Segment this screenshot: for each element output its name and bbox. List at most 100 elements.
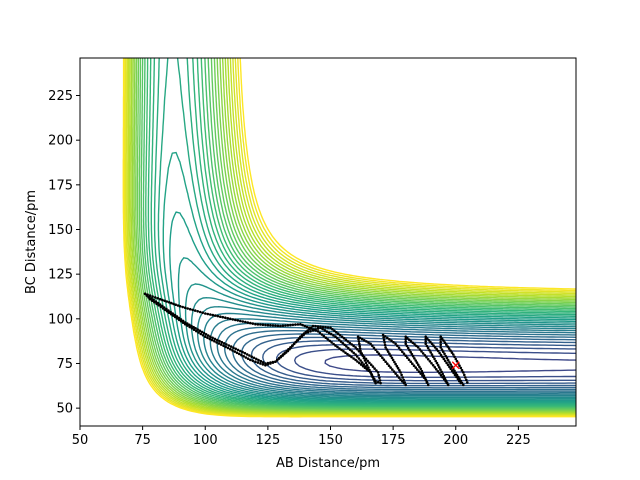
trajectory-point <box>311 329 315 332</box>
trajectory-point <box>289 323 292 327</box>
trajectory-point <box>276 324 280 328</box>
trajectory-point <box>209 313 212 316</box>
trajectory-point <box>244 356 248 359</box>
x-tick-label: 50 <box>72 433 89 448</box>
contour-level <box>145 58 576 408</box>
trajectory-point <box>350 355 353 359</box>
trajectory-point <box>442 357 446 361</box>
trajectory-point <box>401 376 405 379</box>
contour-level <box>203 312 576 397</box>
trajectory-point <box>408 348 411 352</box>
trajectory-point <box>424 342 428 346</box>
trajectory-point <box>441 372 445 376</box>
y-tick-label: 200 <box>48 134 73 149</box>
trajectory-point <box>359 359 362 362</box>
trajectory-point <box>438 351 441 355</box>
trajectory-point <box>259 323 262 326</box>
trajectory-point <box>222 342 226 345</box>
trajectory-point <box>371 344 374 348</box>
trajectory-point <box>419 367 423 371</box>
contour-level <box>190 297 576 399</box>
end-marker <box>451 361 460 370</box>
trajectory-point <box>402 352 406 356</box>
trajectory-point <box>450 365 454 369</box>
trajectory-point <box>372 377 375 381</box>
trajectory-point <box>384 346 387 349</box>
trajectory-point <box>198 310 202 314</box>
trajectory-point <box>343 343 346 347</box>
trajectory-point <box>453 369 456 373</box>
trajectory-point <box>306 330 310 334</box>
trajectory-point <box>231 318 235 321</box>
trajectory-point <box>450 369 454 373</box>
trajectory-point <box>359 363 363 366</box>
trajectory-point <box>336 337 339 340</box>
trajectory-point <box>326 338 330 341</box>
trajectory-point <box>407 358 411 362</box>
trajectory-point <box>377 373 381 377</box>
trajectory-point <box>455 373 459 377</box>
trajectory-point <box>412 364 416 368</box>
x-tick-label: 125 <box>255 433 280 448</box>
contour-level <box>184 283 576 400</box>
trajectory-point <box>277 356 281 360</box>
trajectory-point <box>439 335 443 339</box>
trajectory-point <box>435 361 439 365</box>
trajectory-point <box>348 354 351 357</box>
trajectory-point <box>215 338 219 342</box>
trajectory-point <box>314 328 317 331</box>
trajectory-point <box>227 344 231 347</box>
trajectory-point <box>336 332 340 336</box>
trajectory-point <box>427 339 431 342</box>
trajectory-point <box>261 361 265 364</box>
y-axis-ticks: 50 75 100 125 150 175 200 225 <box>48 89 80 417</box>
trajectory-point <box>406 346 410 350</box>
trajectory-point <box>457 375 460 379</box>
trajectory-point <box>376 380 380 384</box>
trajectory-point <box>448 365 451 369</box>
trajectory-point <box>342 350 345 353</box>
trajectory-point <box>264 323 267 327</box>
trajectory-point <box>292 342 296 346</box>
trajectory-point <box>329 326 332 330</box>
trajectory-point <box>346 340 350 343</box>
trajectory-point <box>460 381 464 385</box>
trajectory-point <box>446 363 450 367</box>
trajectory-point <box>337 338 341 342</box>
contour-level <box>209 318 576 395</box>
trajectory-point <box>452 353 455 356</box>
trajectory-point <box>417 370 421 373</box>
trajectory-point <box>438 372 441 375</box>
trajectory-point <box>152 298 155 302</box>
trajectory-point <box>381 356 384 360</box>
trajectory-point <box>391 358 395 362</box>
trajectory-point <box>336 345 339 349</box>
trajectory-point <box>206 336 209 340</box>
trajectory-point <box>359 349 362 353</box>
trajectory-point <box>356 335 360 339</box>
trajectory-point <box>449 363 453 366</box>
trajectory-point <box>403 381 407 384</box>
trajectory-point <box>344 351 347 355</box>
trajectory-point <box>283 351 287 355</box>
trajectory-point <box>334 344 337 347</box>
trajectory-point <box>206 334 210 337</box>
trajectory-point <box>389 366 392 369</box>
trajectory-point <box>328 339 332 343</box>
trajectory-point <box>445 356 449 360</box>
trajectory-point <box>428 360 432 363</box>
trajectory-point <box>252 356 256 360</box>
trajectory-point <box>444 354 448 358</box>
trajectory-point <box>261 323 265 327</box>
trajectory-point <box>433 366 437 369</box>
trajectory-point <box>236 319 240 322</box>
trajectory-point <box>325 330 329 333</box>
trajectory-point <box>245 353 249 356</box>
trajectory-point <box>239 319 242 323</box>
trajectory-point <box>358 361 361 365</box>
trajectory-point <box>309 326 313 329</box>
trajectory-point <box>217 342 221 345</box>
x-axis-label: AB Distance/pm <box>276 456 380 471</box>
trajectory-point <box>440 348 444 351</box>
trajectory-point <box>160 304 164 308</box>
